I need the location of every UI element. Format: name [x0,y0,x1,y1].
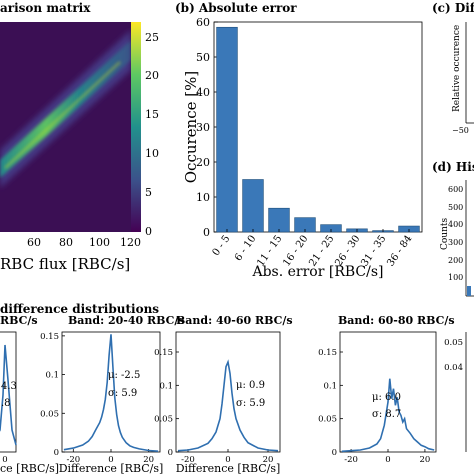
panel-d-ytick-label: 200 [448,255,464,265]
band-xtick-label: -20 [66,455,80,465]
left-mu-label: 4.3 [1,381,17,392]
panel-d-ytick-label: 400 [448,220,464,230]
panel-b-ylabel: Occurence [%] [182,71,200,183]
panel-b-ytick-label: 40 [196,86,210,99]
panel-a-xlabel: RBC flux [RBC/s] [0,255,131,273]
band-xtick-label: 0 [108,455,113,465]
band-ytick-label: 0.05 [318,415,337,425]
left-band-frame [0,331,17,453]
band-title: Band: 60-80 RBC/s [338,314,455,327]
right-ytick-label: 0.05 [444,338,463,348]
band-xtick-label: 20 [263,455,274,465]
band-title: Band: 20-40 RBC/s [68,314,185,327]
band-title: Band: 40-60 RBC/s [176,314,293,327]
panel-a-xtick-label: 120 [120,236,141,249]
panel-d-ytick-label: 500 [448,202,464,212]
panel-a-xtick-label: 60 [27,236,41,249]
left-band-title: RBC/s [0,314,38,327]
distribution-line [341,378,435,453]
panel-d-ytick-label: 300 [448,238,464,247]
band-ytick-label: 0.15 [40,332,59,342]
panel-b-ytick-label: 60 [196,16,210,29]
mu-label: μ: 0.9 [236,380,265,391]
colorbar-tick-label: 0 [145,225,152,238]
panel-a-xtick-label: 100 [89,236,110,249]
distribution-line [177,359,279,452]
panel-b-title: (b) Absolute error [175,1,297,15]
left-xtick-label: 0 [2,455,7,465]
band-xtick-label: -20 [344,455,358,465]
band-ytick-label: 0.1 [45,371,59,381]
panel-b-ytick-label: 10 [196,191,210,204]
band-xtick-label: 0 [225,455,230,465]
band-xtick-label: 20 [143,455,154,465]
colorbar-tick-label: 20 [145,69,159,83]
colorbar-tick-label: 10 [145,147,159,161]
panel-c-title: (c) Dif [432,1,474,15]
band-ytick-label: 0.15 [318,348,337,358]
band-xtick-label: 20 [420,455,431,465]
panel-a-title: arison matrix [0,1,91,15]
left-xlabel: ce [RBC/s] [0,462,59,474]
band-ytick-label: 0 [168,448,173,458]
sigma-label: σ: 8.7 [372,409,401,420]
panel-d-bar [467,286,471,296]
colorbar-tick-label: 5 [145,186,152,200]
panel-b-xlabel: Abs. error [RBC/s] [251,264,383,280]
panel-b-ytick-label: 0 [203,226,210,239]
mu-label: μ: 6.0 [372,392,401,403]
band-ytick-label: 0 [54,448,59,458]
panel-c-xtick: −50 [452,126,469,135]
band-xtick-label: 0 [385,455,390,465]
band-xlabel: Difference [RBC/s] [59,462,164,474]
colorbar [131,22,141,232]
band-ytick-label: 0.05 [154,415,173,425]
band-ytick-label: 0.1 [323,381,337,391]
right-ytick-label: 0.04 [444,363,463,373]
sigma-label: σ: 5.9 [108,388,137,399]
band-xlabel: Difference [RBC/s] [176,462,281,474]
heatmap-diagonal-band [0,30,131,188]
panel-d-ytick-label: 600 [448,185,464,194]
left-distribution-line [0,344,17,446]
band-frame [175,331,281,453]
left-sigma-label: .8 [1,398,11,409]
panel-d-ytick-label: 100 [448,273,464,283]
panel-d-title: (d) His [432,160,474,174]
distribution-line [63,334,159,452]
band-ytick-label: 0.15 [154,348,173,358]
band-xtick-label: -20 [181,455,195,465]
panel-e-title: difference distributions [0,302,160,316]
mu-label: μ: -2.5 [108,370,140,381]
band-ytick-label: 0 [332,448,337,458]
panel-b-ytick-label: 30 [196,121,210,134]
colorbar-tick-label: 25 [145,30,159,44]
colorbar-tick-label: 15 [145,108,159,122]
band-ytick-label: 0.05 [40,409,59,419]
panel-b-ytick-label: 20 [196,156,210,169]
sigma-label: σ: 5.9 [236,398,265,409]
panel-b-ytick-label: 50 [196,51,210,64]
band-ytick-label: 0.1 [159,381,173,391]
panel-a-xtick-label: 80 [59,236,73,249]
